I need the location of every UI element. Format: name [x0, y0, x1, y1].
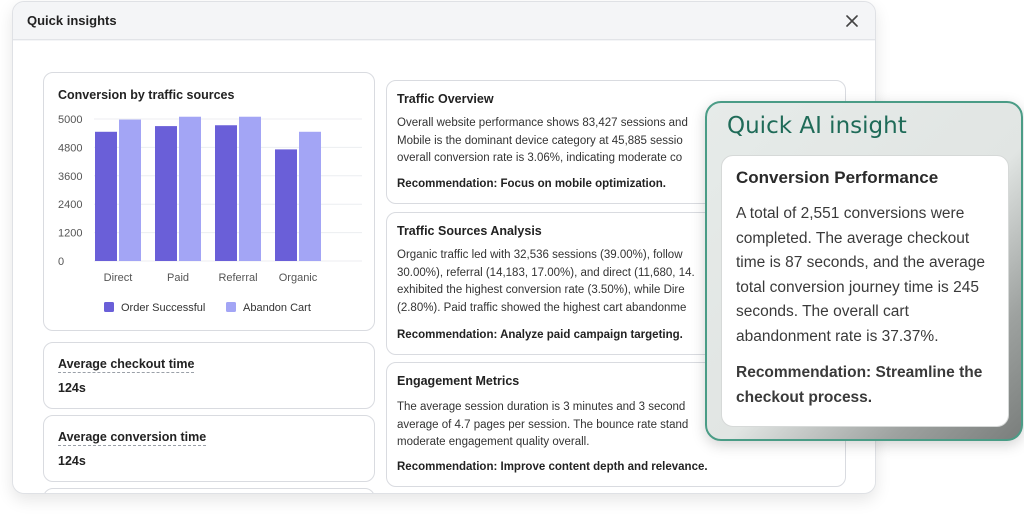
- bar-order-successful[interactable]: [215, 125, 237, 261]
- metric-card-checkout: Average checkout time 124s: [43, 342, 375, 409]
- insight-line: exhibited the highest conversion rate (3…: [397, 284, 685, 296]
- quick-ai-insight-panel: Quick AI insight Conversion Performance …: [705, 101, 1023, 441]
- ai-insight-card: Conversion Performance A total of 2,551 …: [721, 155, 1009, 427]
- insight-text: Overall website performance shows 83,427…: [397, 115, 717, 168]
- insight-line: average of 4.7 pages per session. The bo…: [397, 418, 689, 431]
- metric-label[interactable]: Average conversion time: [58, 430, 207, 446]
- x-tick-label: Referral: [218, 272, 257, 284]
- ai-insight-body: A total of 2,551 conversions were comple…: [736, 205, 986, 345]
- x-tick-label: Direct: [104, 272, 133, 284]
- insight-recommendation: Recommendation: Focus on mobile optimiza…: [397, 178, 666, 190]
- x-tick-label: Organic: [279, 272, 318, 284]
- insight-line: Overall website performance shows 83,427…: [397, 117, 688, 129]
- insight-recommendation: Recommendation: Improve content depth an…: [397, 461, 708, 473]
- metric-card-partial: [43, 488, 375, 493]
- ai-panel-title: Quick AI insight: [727, 113, 907, 139]
- y-tick-label: 1200: [58, 228, 82, 240]
- metric-value: 124s: [58, 381, 86, 395]
- insight-line: moderate engagement quality overall.: [397, 436, 590, 448]
- y-tick-label: 5000: [58, 114, 82, 126]
- x-tick-label: Paid: [167, 272, 189, 284]
- ai-insight-heading: Conversion Performance: [736, 168, 939, 187]
- y-tick-label: 4800: [58, 142, 82, 154]
- chart-title: Conversion by traffic sources: [58, 88, 235, 102]
- insight-title: Traffic Sources Analysis: [397, 224, 542, 238]
- ai-insight-recommendation: Recommendation: Streamline the checkout …: [736, 364, 983, 406]
- metric-label[interactable]: Average checkout time: [58, 357, 195, 373]
- legend-label: Order Successful: [121, 302, 205, 314]
- bar-abandon-cart[interactable]: [239, 116, 261, 261]
- legend-swatch: [104, 302, 114, 312]
- modal-header: Quick insights: [13, 2, 875, 40]
- insight-text: The average session duration is 3 minute…: [397, 399, 717, 452]
- conversion-chart-card: Conversion by traffic sources 5000 4800 36…: [43, 72, 375, 331]
- insight-line: overall conversion rate is 3.06%, indica…: [397, 152, 683, 164]
- y-tick-label: 2400: [58, 199, 82, 211]
- bar-order-successful[interactable]: [275, 149, 297, 261]
- legend-swatch: [226, 302, 236, 312]
- insight-line: Mobile is the dominant device category a…: [397, 134, 683, 147]
- insight-title: Engagement Metrics: [397, 374, 520, 388]
- insight-line: Organic traffic led with 32,536 sessions…: [397, 249, 683, 261]
- metric-card-conversion: Average conversion time 124s: [43, 415, 375, 482]
- bar-abandon-cart[interactable]: [179, 116, 201, 261]
- y-tick-label: 0: [58, 256, 64, 268]
- bar-order-successful[interactable]: [95, 131, 117, 261]
- insight-line: 30.00%), referral (14,183, 17.00%), and …: [397, 266, 695, 279]
- insight-line: The average session duration is 3 minute…: [397, 401, 686, 413]
- modal-title: Quick insights: [27, 13, 117, 28]
- conversion-bar-chart: 5000 4800 3600 2400 1200 0 Direct Paid Referral O…: [58, 114, 362, 314]
- close-icon[interactable]: [843, 12, 861, 30]
- insight-line: (2.80%). Paid traffic showed the highest…: [397, 301, 687, 314]
- insight-recommendation: Recommendation: Analyze paid campaign ta…: [397, 329, 683, 341]
- y-tick-label: 3600: [58, 171, 82, 183]
- insight-text: Organic traffic led with 32,536 sessions…: [397, 247, 717, 317]
- metric-value: 124s: [58, 454, 86, 468]
- insight-title: Traffic Overview: [397, 92, 494, 106]
- legend-label: Abandon Cart: [243, 302, 311, 314]
- bar-order-successful[interactable]: [155, 126, 177, 261]
- bar-abandon-cart[interactable]: [119, 119, 141, 262]
- bar-abandon-cart[interactable]: [299, 131, 321, 261]
